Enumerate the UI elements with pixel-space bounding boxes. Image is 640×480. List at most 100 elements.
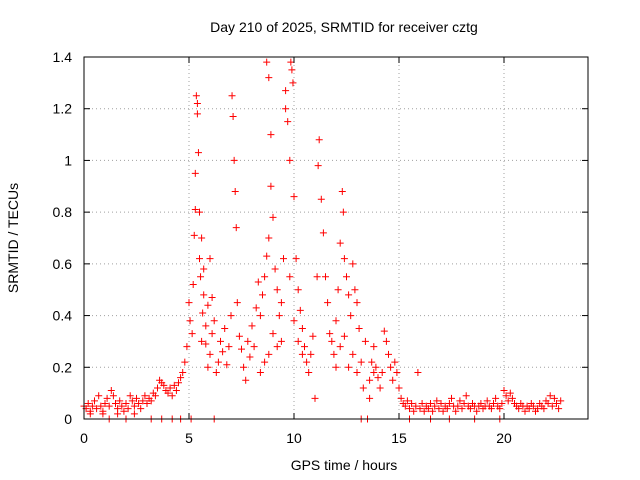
data-point <box>448 394 455 402</box>
data-point <box>368 358 376 366</box>
data-point <box>204 301 212 309</box>
data-point <box>88 402 96 410</box>
data-point <box>439 407 447 415</box>
data-point <box>261 358 269 366</box>
data-point <box>359 384 367 392</box>
data-point <box>230 156 238 164</box>
data-point <box>196 208 203 216</box>
data-point <box>124 405 132 413</box>
data-point <box>343 273 350 281</box>
data-point <box>431 402 439 410</box>
y-tick-labels: 0 0.2 0.4 0.6 0.8 1 1.2 1.4 <box>53 49 73 427</box>
data-point <box>265 350 273 358</box>
data-point <box>263 58 271 66</box>
data-point <box>397 394 405 402</box>
data-point <box>287 58 295 66</box>
data-point <box>389 376 397 384</box>
data-point <box>385 350 392 358</box>
data-point <box>166 384 174 392</box>
data-point <box>139 397 147 405</box>
data-point <box>460 399 468 407</box>
data-point <box>445 399 453 407</box>
data-point <box>189 281 197 289</box>
data-point <box>269 213 277 221</box>
data-point <box>361 337 369 345</box>
data-point <box>410 407 418 415</box>
data-point <box>273 286 281 294</box>
data-point <box>135 399 143 407</box>
data-point <box>197 273 205 281</box>
data-point <box>289 79 297 87</box>
data-point <box>378 368 386 376</box>
data-point <box>116 397 124 405</box>
data-point <box>307 350 315 358</box>
data-point <box>242 376 250 384</box>
data-point <box>353 299 361 307</box>
data-point <box>103 394 111 402</box>
y-tick-label: 0.2 <box>53 359 73 375</box>
x-tick-label: 0 <box>80 430 88 446</box>
data-point <box>252 304 260 312</box>
data-point <box>380 327 388 335</box>
data-point <box>412 402 420 410</box>
data-point <box>557 397 565 405</box>
data-point <box>374 374 382 382</box>
data-point <box>223 361 231 369</box>
data-point <box>101 399 109 407</box>
data-point <box>105 402 113 410</box>
data-point <box>349 260 357 268</box>
data-point <box>303 358 311 366</box>
data-point <box>357 358 365 366</box>
y-tick-label: 0.6 <box>53 256 73 272</box>
data-point <box>160 381 168 389</box>
data-point <box>553 399 560 407</box>
data-point <box>330 350 338 358</box>
data-point <box>238 345 245 353</box>
data-point <box>212 368 220 376</box>
data-point <box>529 402 537 410</box>
data-point <box>544 399 552 407</box>
data-point <box>458 405 466 413</box>
data-point <box>548 402 556 410</box>
data-point <box>473 407 481 415</box>
data-point <box>502 392 510 400</box>
data-point <box>506 389 514 397</box>
data-point <box>107 387 115 395</box>
data-point <box>109 392 117 400</box>
data-point <box>233 299 241 307</box>
data-point <box>269 330 277 338</box>
data-point <box>395 384 403 392</box>
data-point <box>175 379 182 387</box>
data-point <box>177 374 185 382</box>
data-point <box>326 330 334 338</box>
data-point <box>221 325 229 332</box>
data-point <box>345 363 353 371</box>
data-point <box>198 234 206 242</box>
data-point <box>504 397 512 405</box>
data-point <box>420 407 428 415</box>
points-layer <box>80 58 565 423</box>
data-point <box>466 405 474 413</box>
data-point <box>427 399 434 407</box>
y-tick-label: 0 <box>64 411 72 427</box>
data-point <box>265 74 273 82</box>
x-tick-labels: 0 5 10 15 20 <box>80 430 512 446</box>
data-point <box>191 169 199 177</box>
data-point <box>311 394 319 402</box>
data-point <box>401 402 409 410</box>
grid-layer <box>84 57 588 419</box>
data-point <box>336 239 344 247</box>
data-point <box>387 363 395 371</box>
data-point <box>194 149 202 157</box>
x-tick-label: 5 <box>185 430 193 446</box>
y-tick-label: 1 <box>64 152 72 168</box>
data-point <box>324 299 332 307</box>
data-point <box>204 363 212 371</box>
data-point <box>372 363 380 371</box>
data-point <box>231 187 239 195</box>
data-point <box>126 392 134 400</box>
y-tick-label: 0.8 <box>53 204 73 220</box>
data-point <box>339 208 347 216</box>
data-point <box>284 118 292 126</box>
data-point <box>280 255 287 263</box>
